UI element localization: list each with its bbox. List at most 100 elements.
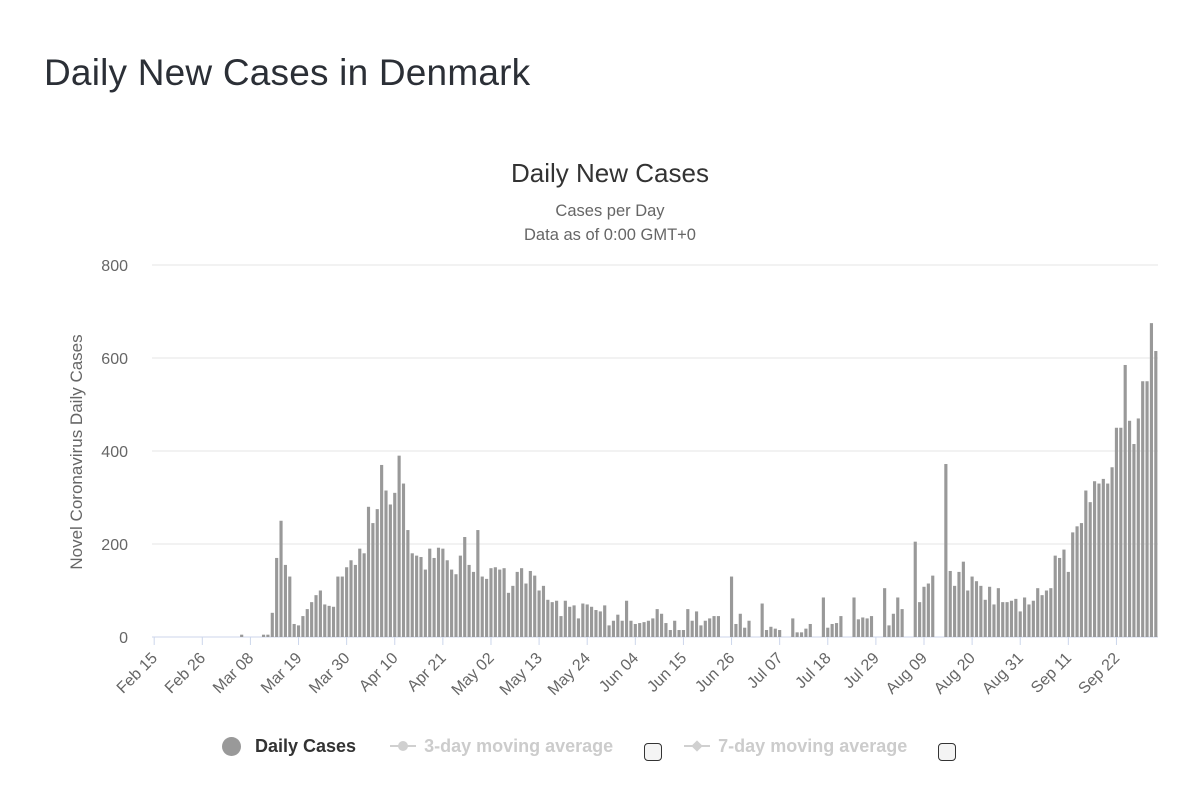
bar[interactable]: [515, 571, 519, 637]
bar[interactable]: [576, 618, 581, 637]
bar[interactable]: [922, 586, 926, 637]
bar[interactable]: [620, 620, 624, 637]
bar[interactable]: [616, 614, 620, 637]
bar[interactable]: [804, 628, 808, 637]
bar[interactable]: [673, 620, 677, 637]
bar[interactable]: [502, 568, 506, 637]
bar[interactable]: [585, 604, 589, 637]
bar[interactable]: [883, 588, 887, 637]
bar[interactable]: [485, 578, 489, 638]
bar[interactable]: [546, 599, 550, 637]
bar[interactable]: [331, 606, 336, 637]
bar[interactable]: [624, 600, 629, 637]
bar[interactable]: [861, 617, 865, 637]
legend-3day-average[interactable]: 3-day moving average: [390, 736, 613, 757]
bar[interactable]: [450, 569, 454, 637]
bar[interactable]: [292, 623, 296, 637]
bar[interactable]: [520, 568, 524, 637]
bar[interactable]: [988, 586, 992, 637]
bar[interactable]: [419, 557, 423, 637]
bar[interactable]: [563, 600, 567, 637]
bar[interactable]: [318, 590, 322, 638]
bar[interactable]: [541, 585, 546, 637]
bar[interactable]: [1141, 381, 1145, 637]
bar[interactable]: [353, 564, 357, 637]
bar[interactable]: [454, 574, 458, 637]
bar[interactable]: [296, 625, 301, 638]
bar[interactable]: [900, 609, 904, 637]
7day-checkbox[interactable]: [938, 743, 957, 761]
bar[interactable]: [773, 628, 777, 637]
bar[interactable]: [686, 609, 690, 637]
bar[interactable]: [1123, 364, 1127, 637]
bar[interactable]: [747, 620, 751, 637]
bar[interactable]: [966, 590, 970, 638]
bar[interactable]: [366, 506, 371, 637]
bar[interactable]: [1154, 351, 1158, 637]
bar[interactable]: [926, 583, 930, 637]
bar[interactable]: [918, 602, 922, 638]
bar[interactable]: [764, 630, 769, 637]
bar[interactable]: [1023, 597, 1027, 637]
bar[interactable]: [1114, 427, 1119, 637]
bar[interactable]: [896, 597, 900, 637]
bar[interactable]: [887, 625, 891, 638]
legend-7day-average[interactable]: 7-day moving average: [684, 736, 907, 757]
bar[interactable]: [1110, 467, 1114, 637]
bar[interactable]: [555, 600, 559, 637]
bar[interactable]: [681, 630, 686, 637]
bar[interactable]: [668, 630, 672, 637]
bar[interactable]: [1014, 598, 1018, 637]
bar[interactable]: [808, 623, 812, 637]
bar[interactable]: [1071, 532, 1075, 638]
bar[interactable]: [476, 530, 480, 637]
bar[interactable]: [1084, 490, 1088, 637]
bar[interactable]: [821, 597, 825, 637]
bar[interactable]: [734, 623, 738, 637]
bar[interactable]: [646, 620, 651, 637]
bar[interactable]: [979, 585, 983, 637]
bar[interactable]: [1066, 571, 1070, 637]
bar[interactable]: [1145, 381, 1149, 637]
bar[interactable]: [1119, 427, 1123, 637]
bar[interactable]: [493, 567, 497, 637]
bar[interactable]: [729, 576, 734, 637]
bar[interactable]: [699, 625, 703, 638]
bar[interactable]: [961, 561, 965, 637]
bar[interactable]: [594, 610, 598, 637]
bar[interactable]: [445, 560, 449, 637]
bar[interactable]: [1031, 600, 1035, 637]
bar[interactable]: [852, 597, 856, 637]
bar[interactable]: [1136, 418, 1140, 637]
bar[interactable]: [690, 620, 694, 637]
bar[interactable]: [310, 602, 314, 638]
bar[interactable]: [996, 588, 1000, 637]
bar[interactable]: [489, 568, 493, 637]
bar[interactable]: [384, 490, 388, 637]
bar[interactable]: [1062, 549, 1066, 637]
bar[interactable]: [1009, 600, 1014, 637]
bar[interactable]: [677, 630, 681, 637]
bar[interactable]: [974, 581, 979, 637]
bar[interactable]: [931, 575, 935, 637]
bar[interactable]: [441, 548, 445, 637]
bar[interactable]: [314, 595, 318, 637]
bar[interactable]: [611, 620, 616, 637]
bar[interactable]: [913, 541, 917, 637]
bar[interactable]: [288, 576, 292, 637]
bar[interactable]: [528, 570, 532, 637]
bar[interactable]: [590, 606, 594, 637]
bar[interactable]: [1079, 523, 1084, 637]
bar[interactable]: [537, 590, 541, 638]
bar[interactable]: [480, 576, 484, 637]
bar[interactable]: [371, 523, 375, 637]
bar[interactable]: [891, 613, 895, 637]
bar[interactable]: [760, 603, 764, 637]
bar[interactable]: [826, 627, 830, 637]
bar[interactable]: [795, 632, 799, 637]
bar[interactable]: [1132, 444, 1136, 637]
bar[interactable]: [458, 555, 462, 638]
bar[interactable]: [340, 576, 344, 637]
bar[interactable]: [336, 576, 340, 637]
bar[interactable]: [559, 616, 563, 637]
